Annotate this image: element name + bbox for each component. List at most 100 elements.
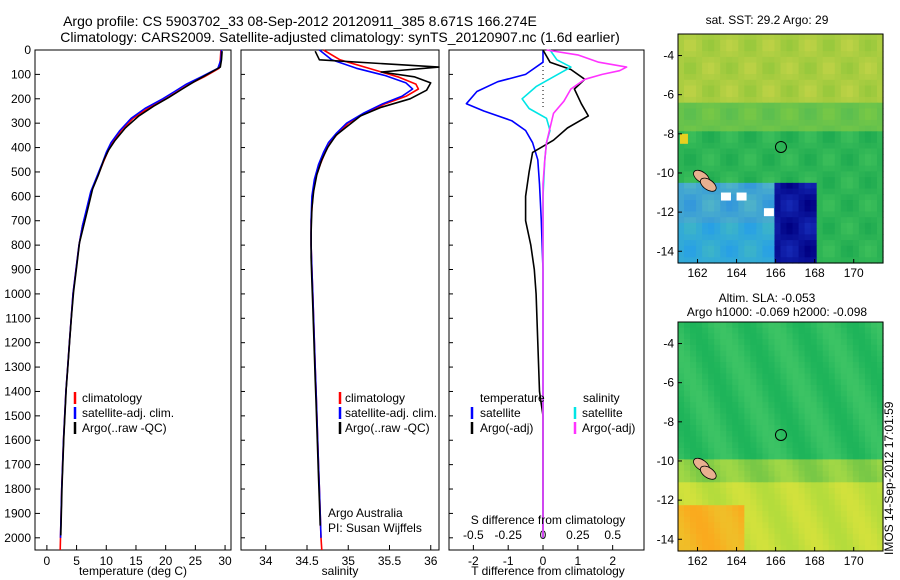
map-cell — [858, 159, 866, 167]
map-cell — [756, 74, 764, 81]
map-cell — [846, 177, 854, 184]
map-cell — [714, 510, 721, 518]
map-cell — [864, 102, 872, 110]
map-cell — [822, 79, 830, 87]
map-cell — [762, 217, 770, 224]
map-cell — [696, 447, 703, 455]
map-cell — [846, 96, 854, 104]
map-cell — [828, 379, 836, 386]
map-cell — [870, 182, 878, 190]
map-cell — [822, 234, 830, 241]
map-cell — [780, 322, 788, 329]
map-cell — [834, 188, 842, 195]
map-cell — [810, 339, 818, 346]
map-cell — [828, 499, 836, 506]
map-cell — [750, 217, 757, 224]
map-cell — [858, 344, 866, 352]
map-cell — [846, 425, 854, 432]
map-cell — [852, 108, 860, 115]
map-cell — [720, 465, 727, 472]
map-cell — [720, 245, 727, 253]
map-cell — [804, 119, 812, 127]
map-cell — [852, 350, 860, 357]
map-cell — [726, 436, 733, 443]
y-tick-label: 1400 — [4, 384, 31, 398]
map-cell — [702, 516, 709, 523]
map-cell — [762, 447, 770, 455]
map-cell — [834, 148, 842, 155]
map-cell — [792, 142, 800, 150]
map-cell — [798, 79, 806, 87]
map-cell — [684, 322, 691, 329]
map-cell — [798, 217, 806, 224]
map-cell — [744, 188, 751, 195]
map-cell — [720, 396, 727, 403]
map-cell — [684, 51, 691, 58]
map-cell — [762, 245, 770, 253]
map-cell — [804, 322, 812, 329]
map-cell — [846, 545, 854, 552]
map-cell — [678, 79, 685, 87]
map-cell — [744, 194, 751, 201]
map-cell — [756, 465, 764, 472]
map-cell — [738, 447, 745, 455]
map-cell — [720, 476, 727, 483]
map-cell — [756, 159, 764, 167]
map-cell — [852, 499, 860, 506]
map-cell — [858, 240, 866, 247]
map-cell — [690, 333, 697, 340]
map-cell — [684, 339, 691, 346]
map-cell — [816, 425, 824, 432]
map-cell — [834, 79, 842, 87]
map-cell — [684, 125, 691, 132]
map-cell — [750, 407, 757, 415]
map-cell — [816, 200, 824, 207]
map-cell — [702, 528, 709, 535]
map-cell — [756, 350, 764, 357]
map-cell — [762, 108, 770, 115]
map-cell — [684, 119, 691, 127]
map-cell — [822, 257, 830, 264]
map-cell — [852, 188, 860, 195]
map-cell — [726, 148, 733, 155]
map-cell — [798, 39, 806, 47]
map-cell — [726, 222, 733, 230]
map-cell — [804, 257, 812, 264]
map-cell — [732, 545, 739, 552]
map-cell — [816, 419, 824, 426]
map-cell — [684, 222, 691, 230]
map-cell — [762, 56, 770, 64]
map-cell — [834, 182, 842, 190]
map-cell — [840, 68, 848, 75]
map-cell — [828, 211, 836, 218]
map-cell — [864, 488, 872, 495]
map-cell — [750, 419, 757, 426]
map-cell — [780, 74, 788, 81]
map-cell — [714, 159, 721, 167]
map-cell — [678, 356, 685, 363]
map-cell — [684, 373, 691, 380]
map-cell — [858, 125, 866, 132]
map-cell — [702, 482, 709, 489]
map-cell — [792, 240, 800, 247]
map-cell — [822, 39, 830, 47]
map-cell — [780, 430, 788, 438]
map-cell — [864, 51, 872, 58]
map-cell — [858, 493, 866, 501]
map-cell — [870, 91, 878, 98]
map-cell — [726, 96, 733, 104]
map-cell — [810, 459, 818, 466]
map-cell — [822, 373, 830, 380]
map-cell — [858, 102, 866, 110]
map-cell — [810, 51, 818, 58]
map-cell — [834, 251, 842, 258]
map-cell — [852, 240, 860, 247]
map-cell — [780, 453, 788, 460]
map-cell — [720, 419, 727, 426]
map-cell — [840, 356, 848, 363]
map-cell — [846, 396, 854, 403]
map-cell — [828, 533, 836, 541]
map-cell — [720, 510, 727, 518]
map-cell — [696, 211, 703, 218]
map-cell — [828, 373, 836, 380]
